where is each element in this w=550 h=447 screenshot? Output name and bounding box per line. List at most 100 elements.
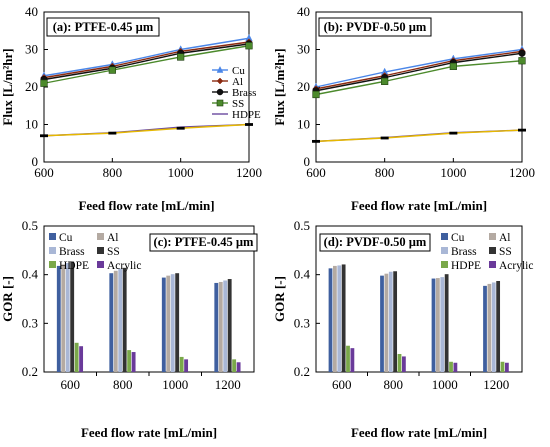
bar-cu <box>109 273 114 372</box>
bar-al <box>113 270 118 372</box>
bar-al <box>166 275 171 372</box>
legend-label-ss: SS <box>499 246 512 258</box>
bar-brass <box>65 262 70 372</box>
data-point-acrylic <box>380 136 389 140</box>
x-tick-label: 800 <box>375 165 395 180</box>
data-point-ss <box>245 42 253 50</box>
legend-swatch-cu <box>49 233 56 240</box>
y-tick-label: 40 <box>297 4 310 19</box>
panel-label-box <box>319 233 431 252</box>
bar-brass <box>118 268 123 372</box>
series-line-brass <box>43 43 250 81</box>
y-tick-label: 0.2 <box>294 364 310 379</box>
bar-ss <box>122 267 127 372</box>
y-tick-label: 0.4 <box>22 267 39 282</box>
y-tick-label: 0 <box>304 154 311 169</box>
panel-label-box <box>46 17 160 37</box>
data-point-ss <box>312 90 320 99</box>
series-line-acrylic <box>43 123 250 137</box>
bar-al <box>384 273 389 372</box>
legend-label-hdpe: HDPE <box>232 109 261 121</box>
data-point-ss <box>40 79 48 87</box>
data-point-ss <box>177 53 185 61</box>
legend-swatch-hdpe <box>49 261 56 268</box>
bar-ss <box>393 271 398 372</box>
bar-hdpe <box>179 356 184 372</box>
bar-hdpe <box>449 361 453 372</box>
x-tick-label: 800 <box>384 377 404 392</box>
bar-brass <box>440 277 445 372</box>
bar-acrylic <box>453 362 458 372</box>
bar-chart-panel-3: 0.2 0.3 0.4 0.5 GOR [-] Feed flow rate [mL/mi… <box>272 218 533 440</box>
y-axis-label: GOR [-] <box>272 276 287 322</box>
legend-swatch-al <box>489 233 496 240</box>
bar-acrylic <box>79 346 84 372</box>
x-tick-label: 600 <box>61 377 81 392</box>
data-point-acrylic <box>312 139 320 143</box>
series-line-ss <box>43 45 250 84</box>
bar-cu <box>328 268 333 372</box>
legend-swatch-brass <box>49 247 56 254</box>
y-tick-label: 0.3 <box>294 315 310 330</box>
data-point-acrylic <box>108 131 117 135</box>
x-tick-label: 600 <box>34 165 54 180</box>
legend-marker-ss <box>216 99 224 107</box>
legend-marker-brass <box>216 88 224 96</box>
y-tick-label: 40 <box>25 4 38 19</box>
legend-label-cu: Cu <box>59 232 73 244</box>
y-tick-label: 10 <box>25 117 38 132</box>
bar-al <box>61 264 66 372</box>
x-tick-label: 1000 <box>162 377 188 392</box>
bar-ss <box>444 274 449 372</box>
data-point-acrylic <box>40 134 48 138</box>
x-axis-label: Feed flow rate [mL/min] <box>351 425 487 440</box>
legend-label-brass: Brass <box>59 246 85 258</box>
series-line-cu <box>43 37 250 77</box>
bar-brass <box>170 274 175 372</box>
series-line-cu <box>315 48 523 88</box>
panel-label: (d): PVDF-0.50 µm <box>324 235 427 249</box>
legend-swatch-acrylic <box>97 261 104 268</box>
bar-cu <box>380 275 384 372</box>
series-line-acrylic <box>315 129 523 143</box>
bar-hdpe <box>74 342 79 372</box>
panel-label: (a): PTFE-0.45 µm <box>53 20 154 34</box>
bar-acrylic <box>402 356 406 372</box>
bar-cu <box>483 285 487 372</box>
legend-swatch-al <box>97 233 104 240</box>
bar-hdpe <box>500 361 505 372</box>
bar-brass <box>491 282 496 372</box>
x-axis-label: Feed flow rate [mL/min] <box>81 425 217 440</box>
bar-hdpe <box>346 345 350 372</box>
legend-swatch-cu <box>441 233 448 240</box>
data-point-acrylic <box>176 126 185 130</box>
legend-label-al: Al <box>232 76 243 88</box>
legend-label-cu: Cu <box>232 65 245 77</box>
legend-swatch-acrylic <box>489 261 496 268</box>
legend-label-ss: SS <box>232 98 244 110</box>
legend-swatch-hdpe <box>441 261 448 268</box>
bar-acrylic <box>350 348 355 372</box>
x-tick-label: 1200 <box>215 377 241 392</box>
data-point-acrylic <box>518 128 526 132</box>
bar-acrylic <box>505 362 509 372</box>
x-axis-label: Feed flow rate [mL/min] <box>351 198 487 213</box>
x-tick-label: 600 <box>332 377 352 392</box>
data-point-acrylic <box>245 123 253 126</box>
bar-brass <box>223 280 228 372</box>
x-tick-label: 1000 <box>440 165 466 180</box>
data-point-acrylic <box>449 131 458 135</box>
bar-acrylic <box>131 352 136 372</box>
legend-label-al: Al <box>107 232 119 244</box>
bar-cu <box>214 282 219 372</box>
x-tick-label: 1200 <box>483 377 509 392</box>
legend-label-brass: Brass <box>451 246 477 258</box>
panel-label-box <box>149 233 258 252</box>
x-tick-label: 1200 <box>236 165 262 180</box>
bar-brass <box>337 265 342 372</box>
panel-label-box <box>318 17 432 37</box>
y-tick-label: 20 <box>297 79 310 94</box>
y-tick-label: 0.2 <box>22 364 38 379</box>
y-axis-label: Flux [L/m²hr] <box>272 48 287 125</box>
series-line-al <box>43 41 250 79</box>
